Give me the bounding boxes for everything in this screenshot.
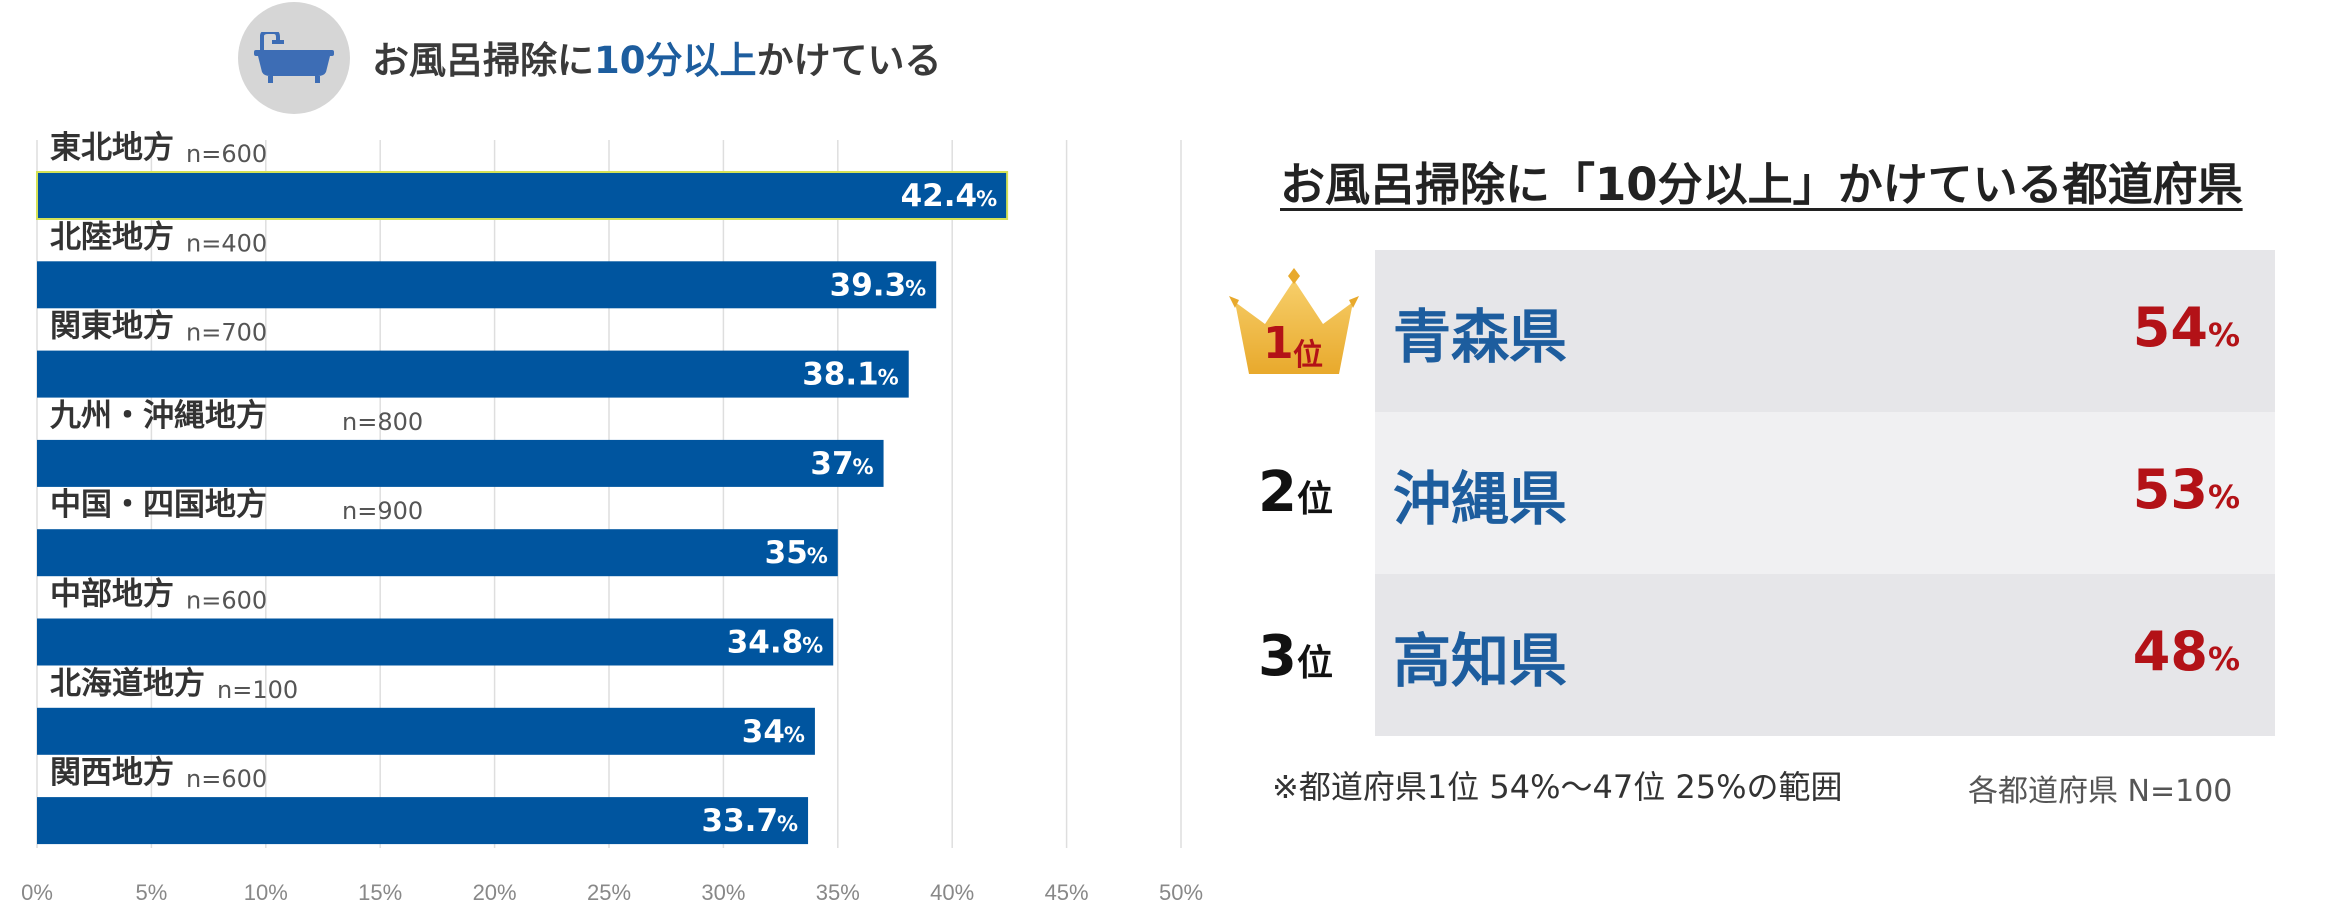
sample-size-label: n=900 xyxy=(342,497,423,525)
bathtub-icon xyxy=(254,32,334,83)
category-label: 東北地方 xyxy=(50,130,174,166)
bars: 東北地方 n=600 42.4% 北陸地方 n=400 39.3% 関東地方 n=700 38.… xyxy=(36,130,1009,845)
headline-highlight: 10分以上 xyxy=(594,39,757,82)
sample-size-label: n=600 xyxy=(186,765,267,793)
value-unit-label: % xyxy=(807,544,828,568)
crown-icon xyxy=(1229,268,1359,374)
bar-chart: 東北地方 n=600 42.4% 北陸地方 n=400 39.3% 関東地方 n=700 38.… xyxy=(21,130,1203,905)
prefecture-name: 高知県 xyxy=(1393,627,1568,695)
rank-3-label: 3位 xyxy=(1258,624,1333,689)
category-label: 北海道地方 xyxy=(50,666,205,702)
category-label: 関西地方 xyxy=(50,755,174,791)
prefecture-name: 沖縄県 xyxy=(1393,465,1568,533)
bar xyxy=(37,797,809,845)
rank-number: 3 xyxy=(1258,624,1297,689)
rank-row-3: 高知県 48% xyxy=(1375,574,2275,736)
value-unit-label: % xyxy=(784,723,805,747)
rank-row-1: 青森県 54% xyxy=(1375,250,2275,412)
headline: お風呂掃除に10分以上かけている xyxy=(372,30,942,84)
x-tick-label: 30% xyxy=(701,880,745,905)
category-label: 九州・沖縄地方 xyxy=(50,398,267,434)
x-tick-label: 45% xyxy=(1045,880,1089,905)
value-label: 35 xyxy=(765,535,808,571)
rank-1-unit: 位 xyxy=(1293,338,1323,373)
sample-size-note: 各都道府県 N=100 xyxy=(1968,774,2233,809)
rank-1-number: 1 xyxy=(1263,318,1294,369)
bar xyxy=(37,261,937,309)
x-tick-label: 10% xyxy=(244,880,288,905)
value-unit-label: % xyxy=(976,187,997,211)
bar xyxy=(37,439,884,487)
x-tick-label: 35% xyxy=(816,880,860,905)
value-label: 42.4 xyxy=(901,178,978,214)
headline-post: かけている xyxy=(756,39,942,82)
rank-unit: 位 xyxy=(1296,643,1333,684)
sample-size-label: n=400 xyxy=(186,229,267,257)
value-unit-label: % xyxy=(853,455,874,479)
x-tick-label: 25% xyxy=(587,880,631,905)
range-footnote: ※都道府県1位 54%～47位 25%の範囲 xyxy=(1272,768,1843,806)
value-unit: % xyxy=(2207,640,2240,678)
sample-size-label: n=600 xyxy=(186,140,267,168)
value-unit-label: % xyxy=(905,276,926,300)
rank-2-label: 2位 xyxy=(1258,460,1333,525)
value-label: 39.3 xyxy=(830,267,907,303)
sample-size-label: n=600 xyxy=(186,587,267,615)
x-tick-label: 40% xyxy=(930,880,974,905)
bar xyxy=(37,707,815,755)
prefecture-value: 53% xyxy=(2133,458,2240,521)
rank-unit: 位 xyxy=(1296,479,1333,520)
sample-size-label: n=800 xyxy=(342,408,423,436)
category-label: 北陸地方 xyxy=(50,219,174,255)
value-label: 38.1 xyxy=(802,357,879,393)
headline-pre: お風呂掃除に xyxy=(372,39,594,82)
category-label: 関東地方 xyxy=(50,309,174,345)
bar xyxy=(36,171,1009,220)
value-number: 53 xyxy=(2132,458,2208,521)
value-unit-label: % xyxy=(878,366,899,390)
value-unit: % xyxy=(2207,316,2240,354)
value-label: 34.8 xyxy=(727,625,804,661)
prefecture-name: 青森県 xyxy=(1393,303,1568,371)
prefecture-value: 48% xyxy=(2133,620,2240,683)
x-tick-label: 15% xyxy=(358,880,402,905)
value-label: 34 xyxy=(742,714,785,750)
x-tick-label: 50% xyxy=(1159,880,1203,905)
prefecture-value: 54% xyxy=(2133,296,2240,359)
x-tick-label: 20% xyxy=(473,880,517,905)
sample-size-label: n=100 xyxy=(217,676,298,704)
x-tick-label: 5% xyxy=(136,880,168,905)
value-number: 54 xyxy=(2132,296,2208,359)
rank-row-2: 沖縄県 53% xyxy=(1375,412,2275,574)
sample-size-label: n=700 xyxy=(186,319,267,347)
value-unit-label: % xyxy=(777,812,798,836)
value-unit-label: % xyxy=(802,634,823,658)
bar xyxy=(37,618,834,666)
ranking-title: お風呂掃除に「10分以上」かけている都道府県 xyxy=(1280,158,2243,211)
value-unit: % xyxy=(2207,478,2240,516)
value-label: 37 xyxy=(810,446,853,482)
x-axis-ticks: 0% 5% 10% 15% 20% 25% 30% 35% 40% 45% 50% xyxy=(21,880,1203,905)
value-label: 33.7 xyxy=(702,803,779,839)
value-number: 48 xyxy=(2132,620,2208,683)
category-label: 中部地方 xyxy=(50,577,174,613)
rank-number: 2 xyxy=(1258,460,1297,525)
bathtub-icon-badge xyxy=(238,2,350,114)
bar xyxy=(37,529,838,577)
x-tick-label: 0% xyxy=(21,880,53,905)
bar xyxy=(37,350,909,398)
category-label: 中国・四国地方 xyxy=(50,487,267,523)
